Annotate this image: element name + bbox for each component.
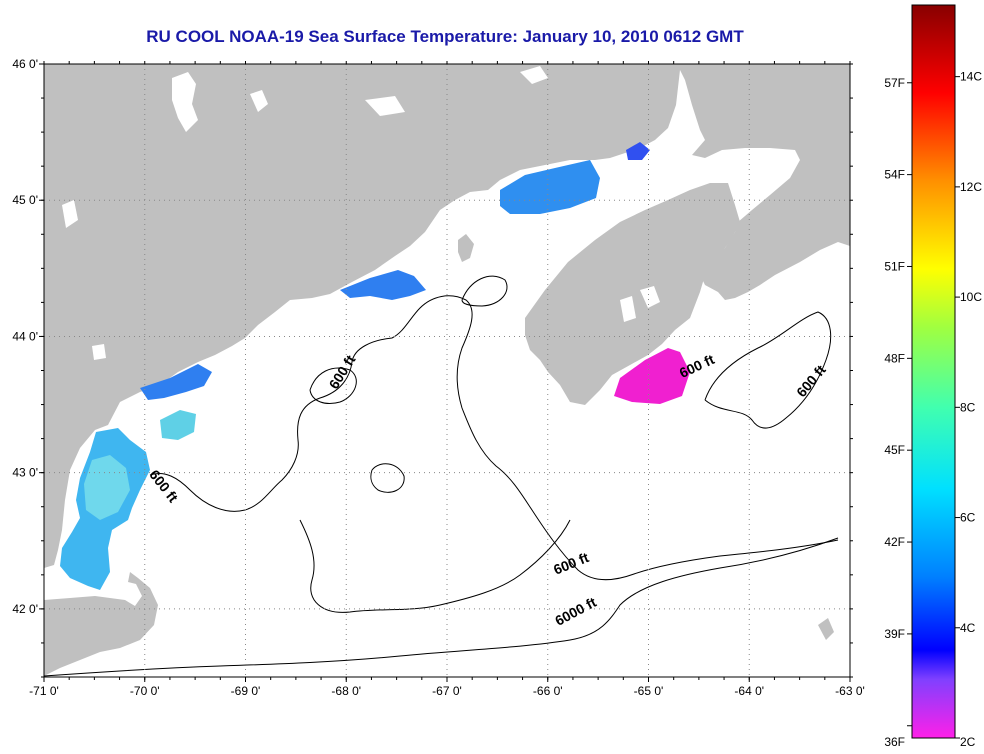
chart-title: RU COOL NOAA-19 Sea Surface Temperature:… — [146, 27, 744, 46]
lat-tick-label: 45 0' — [12, 193, 38, 207]
colorbar-label-c: 12C — [960, 180, 982, 194]
lon-tick-label: -63 0' — [835, 684, 865, 698]
colorbar-label-c: 6C — [960, 511, 976, 525]
contour-600ft-offshore — [299, 519, 571, 613]
lake-6 — [92, 344, 106, 360]
colorbar-gradient — [911, 4, 956, 739]
lake-2 — [250, 90, 268, 112]
lake-1 — [172, 72, 198, 132]
lake-5 — [620, 296, 636, 322]
land-nova-scotia — [525, 183, 740, 405]
colorbar-label-f: 54F — [884, 168, 905, 182]
contour-inner-3 — [370, 463, 405, 493]
colorbar-label-f: 39F — [884, 627, 905, 641]
contour-600ft-gulf — [149, 295, 839, 580]
sst-patch-maine-south — [140, 364, 212, 400]
lat-tick-label: 43 0' — [12, 466, 38, 480]
sst-patch-fundy-upper — [626, 142, 650, 160]
lake-3 — [520, 66, 548, 84]
lon-tick-label: -70 0' — [130, 684, 160, 698]
sst-patch-massachusetts-core — [84, 455, 130, 520]
colorbar-label-f: 36F — [884, 735, 905, 749]
lon-tick-label: -65 0' — [634, 684, 664, 698]
colorbar-label-f: 45F — [884, 443, 905, 457]
colorbar-label-f: 51F — [884, 259, 905, 273]
land-island-2 — [818, 618, 834, 640]
lon-tick-label: -66 0' — [533, 684, 563, 698]
lon-tick-label: -67 0' — [432, 684, 462, 698]
contour-inner-2 — [461, 275, 508, 307]
colorbar-label-c: 8C — [960, 400, 976, 414]
sst-patch-maine-midcoast — [340, 270, 426, 300]
colorbar-label-f: 57F — [884, 76, 905, 90]
sst-patch-maine-offshore — [160, 410, 196, 440]
colorbar-label-c: 10C — [960, 290, 982, 304]
land-cape-cod — [44, 572, 158, 676]
bathymetry-contours — [43, 275, 839, 677]
contour-6000ft — [43, 537, 839, 677]
lon-tick-label: -71 0' — [29, 684, 59, 698]
contour-inner-1 — [309, 367, 357, 404]
lake-4 — [640, 286, 660, 308]
colorbar-label-c: 4C — [960, 621, 976, 635]
lat-tick-label: 46 0' — [12, 57, 38, 71]
lat-tick-label: 44 0' — [12, 329, 38, 343]
contour-600ft-scotian — [704, 311, 832, 429]
lake-7 — [365, 96, 405, 116]
colorbar-label-c: 2C — [960, 735, 976, 749]
lat-tick-label: 42 0' — [12, 602, 38, 616]
map-grid — [44, 64, 850, 677]
colorbar-label-f: 48F — [884, 351, 905, 365]
colorbar-label-c: 14C — [960, 70, 982, 84]
axis-ticks: -71 0' -70 0' -69 0' -68 0' -67 0' -66 0' -65 … — [12, 57, 864, 698]
colorbar-label-f: 42F — [884, 535, 905, 549]
sst-patch-nova-scotia-south — [614, 348, 690, 404]
lon-tick-label: -68 0' — [331, 684, 361, 698]
colorbar-labels: 14C 12C 10C 8C 6C 4C 2C 57F 54F 51F 48F 45F 42F 39F 36… — [884, 70, 982, 749]
lon-tick-label: -69 0' — [231, 684, 261, 698]
land-island-1 — [458, 234, 474, 262]
lon-tick-label: -64 0' — [734, 684, 764, 698]
lake-8 — [62, 200, 78, 228]
